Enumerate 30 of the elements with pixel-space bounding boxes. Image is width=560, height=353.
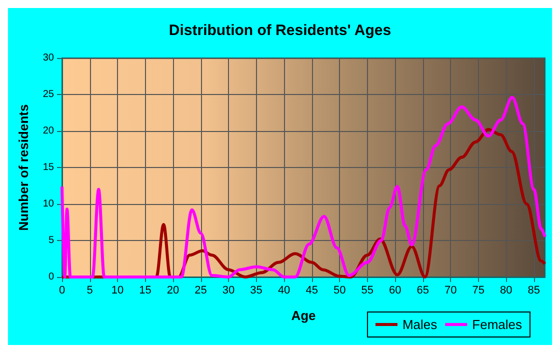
x-tick-label: 10 — [111, 284, 124, 296]
x-tick-label: 5 — [86, 284, 93, 296]
y-tick-label: 0 — [48, 272, 54, 282]
x-tick-label: 15 — [139, 284, 152, 296]
x-tick-label: 45 — [306, 284, 318, 296]
x-tick-label: 50 — [333, 284, 346, 296]
y-tick-label: 20 — [42, 126, 54, 136]
x-tick-label: 85 — [528, 284, 540, 296]
x-tick-label: 30 — [222, 284, 235, 296]
y-tick-label: 15 — [42, 162, 54, 173]
x-tick-label: 70 — [444, 284, 457, 296]
x-tick-label: 0 — [58, 284, 66, 296]
y-axis-title: Number of residents — [16, 104, 31, 231]
legend-label: Males — [402, 317, 438, 332]
x-axis-title: Age — [291, 308, 316, 323]
x-tick-label: 20 — [166, 284, 180, 296]
x-tick-label: 25 — [194, 284, 207, 296]
chart-title: Distribution of Residents' Ages — [168, 22, 392, 39]
y-tick-label: 10 — [42, 198, 54, 210]
x-tick-label: 75 — [472, 284, 485, 296]
x-tick-label: 80 — [500, 284, 512, 296]
x-tick-label: 35 — [250, 284, 262, 296]
y-tick-label: 5 — [48, 235, 54, 246]
y-tick-label: 25 — [42, 89, 54, 100]
x-tick-label: 55 — [361, 284, 374, 296]
x-tick-label: 65 — [416, 284, 429, 296]
y-tick-label: 30 — [42, 52, 54, 64]
legend-label: Females — [472, 317, 522, 332]
x-tick-label: 40 — [278, 284, 290, 296]
x-tick-label: 60 — [388, 284, 402, 296]
